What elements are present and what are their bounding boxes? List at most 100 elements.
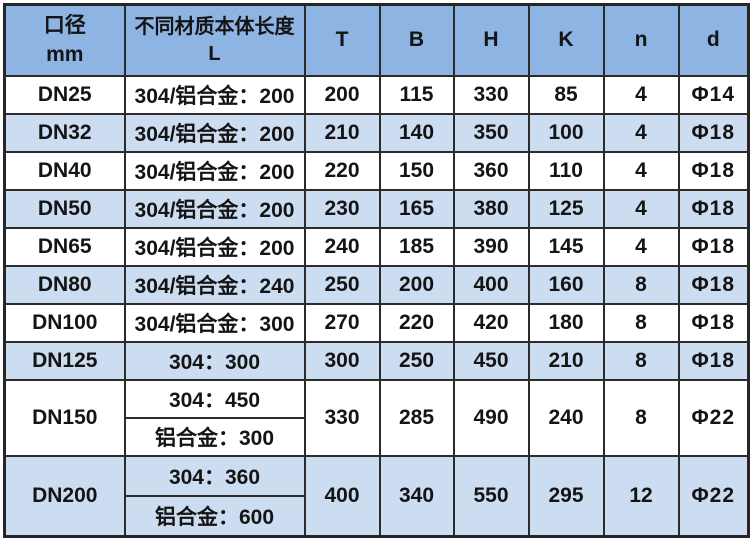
table-row-dn40: DN40 304/铝合金：200 220 150 360 110 4 Φ18: [3, 151, 750, 191]
cell-H: 330: [452, 75, 530, 115]
cell-d: Φ18: [677, 113, 750, 153]
header-cell-length: 不同材质本体长度 L: [123, 3, 306, 77]
cell-K: 160: [527, 265, 605, 305]
cell-dn: DN65: [3, 227, 126, 267]
cell-n: 8: [602, 303, 680, 343]
cell-d: Φ18: [677, 265, 750, 305]
cell-length: 304/铝合金：240: [123, 265, 306, 305]
spec-table: 口径 mm 不同材质本体长度 L T B H K n d: [3, 3, 750, 538]
cell-B: 340: [378, 455, 455, 538]
cell-H: 450: [452, 341, 530, 381]
cell-d: Φ22: [677, 455, 750, 538]
cell-d: Φ22: [677, 379, 750, 457]
cell-n: 4: [602, 151, 680, 191]
cell-d: Φ18: [677, 189, 750, 229]
table-row-dn25: DN25 304/铝合金：200 200 115 330 85 4 Φ14: [3, 75, 750, 115]
cell-B: 115: [378, 75, 455, 115]
table-row-dn32: DN32 304/铝合金：200 210 140 350 100 4 Φ18: [3, 113, 750, 153]
cell-dn: DN32: [3, 113, 126, 153]
cell-d: Φ14: [677, 75, 750, 115]
table-row-dn50: DN50 304/铝合金：200 230 165 380 125 4 Φ18: [3, 189, 750, 229]
table-row-dn150: DN150 304：450 330 285 490 240 8 Φ22: [3, 379, 750, 457]
cell-length: 304：300: [123, 341, 306, 381]
cell-length: 304/铝合金：300: [123, 303, 306, 343]
header-row: 口径 mm 不同材质本体长度 L T B H K n d: [3, 3, 750, 77]
cell-length: 304/铝合金：200: [123, 189, 306, 229]
cell-K: 110: [527, 151, 605, 191]
cell-H: 360: [452, 151, 530, 191]
table-row-dn65: DN65 304/铝合金：200 240 185 390 145 4 Φ18: [3, 227, 750, 267]
cell-dn: DN25: [3, 75, 126, 115]
header-diameter-unit: mm: [46, 42, 84, 66]
header-cell-H: H: [452, 3, 530, 77]
cell-n: 8: [602, 265, 680, 305]
cell-B: 185: [378, 227, 455, 267]
cell-B: 165: [378, 189, 455, 229]
cell-d: Φ18: [677, 303, 750, 343]
cell-H: 550: [452, 455, 530, 538]
cell-K: 85: [527, 75, 605, 115]
cell-dn: DN200: [3, 455, 126, 538]
cell-d: Φ18: [677, 151, 750, 191]
cell-K: 145: [527, 227, 605, 267]
cell-T: 250: [303, 265, 381, 305]
header-cell-n: n: [602, 3, 680, 77]
cell-length-304: 304：450: [123, 379, 306, 419]
cell-B: 220: [378, 303, 455, 343]
cell-H: 420: [452, 303, 530, 343]
cell-T: 240: [303, 227, 381, 267]
cell-n: 12: [602, 455, 680, 538]
cell-B: 250: [378, 341, 455, 381]
cell-length: 304/铝合金：200: [123, 113, 306, 153]
cell-B: 140: [378, 113, 455, 153]
cell-T: 400: [303, 455, 381, 538]
cell-length: 304/铝合金：200: [123, 151, 306, 191]
cell-dn: DN100: [3, 303, 126, 343]
table-row-dn80: DN80 304/铝合金：240 250 200 400 160 8 Φ18: [3, 265, 750, 305]
cell-K: 180: [527, 303, 605, 343]
cell-T: 270: [303, 303, 381, 343]
cell-B: 200: [378, 265, 455, 305]
cell-K: 210: [527, 341, 605, 381]
cell-d: Φ18: [677, 227, 750, 267]
cell-T: 220: [303, 151, 381, 191]
header-length-symbol: L: [208, 42, 221, 65]
cell-length-alloy: 铝合金：600: [123, 495, 306, 538]
cell-n: 8: [602, 379, 680, 457]
cell-n: 4: [602, 75, 680, 115]
cell-B: 285: [378, 379, 455, 457]
cell-n: 4: [602, 227, 680, 267]
cell-T: 230: [303, 189, 381, 229]
header-cell-B: B: [378, 3, 455, 77]
cell-H: 390: [452, 227, 530, 267]
cell-H: 490: [452, 379, 530, 457]
cell-n: 4: [602, 189, 680, 229]
cell-dn: DN80: [3, 265, 126, 305]
cell-dn: DN40: [3, 151, 126, 191]
cell-length-alloy: 铝合金：300: [123, 417, 306, 457]
cell-K: 100: [527, 113, 605, 153]
header-cell-d: d: [677, 3, 750, 77]
header-length-cn: 不同材质本体长度: [134, 15, 295, 38]
cell-B: 150: [378, 151, 455, 191]
header-cell-T: T: [303, 3, 381, 77]
cell-T: 210: [303, 113, 381, 153]
cell-dn: DN150: [3, 379, 126, 457]
cell-n: 4: [602, 113, 680, 153]
cell-H: 350: [452, 113, 530, 153]
cell-K: 240: [527, 379, 605, 457]
cell-dn: DN125: [3, 341, 126, 381]
header-diameter-cn: 口径: [43, 14, 86, 38]
cell-length-304: 304：360: [123, 455, 306, 497]
cell-H: 400: [452, 265, 530, 305]
cell-length: 304/铝合金：200: [123, 75, 306, 115]
cell-length: 304/铝合金：200: [123, 227, 306, 267]
page: 口径 mm 不同材质本体长度 L T B H K n d: [3, 3, 750, 538]
cell-T: 300: [303, 341, 381, 381]
table-row-dn125: DN125 304：300 300 250 450 210 8 Φ18: [3, 341, 750, 381]
cell-T: 200: [303, 75, 381, 115]
header-cell-diameter: 口径 mm: [3, 3, 126, 77]
table-row-dn150-alloy: 铝合金：300: [5, 417, 749, 457]
cell-K: 295: [527, 455, 605, 538]
table-row-dn100: DN100 304/铝合金：300 270 220 420 180 8 Φ18: [3, 303, 750, 343]
